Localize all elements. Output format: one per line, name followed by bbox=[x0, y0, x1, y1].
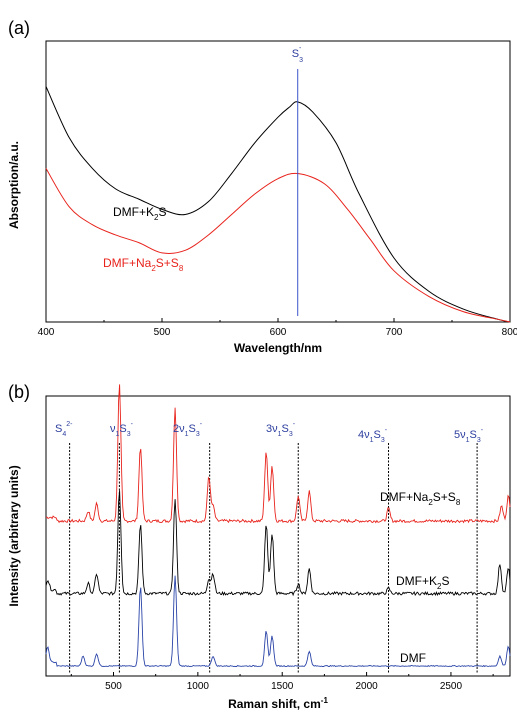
plot-b-tick-label: 1000 bbox=[187, 681, 210, 692]
plot-a-na2s-label: DMF+Na2S+S8 bbox=[103, 256, 184, 273]
plot-b-black-label: DMF+K2S bbox=[396, 574, 449, 591]
plot-a-tick-label: 600 bbox=[270, 327, 287, 338]
marker-v1s3-label: ν1S3- bbox=[110, 421, 134, 438]
plot-b-tick-label: 500 bbox=[105, 681, 122, 692]
marker-2v1s3-label: 2ν1S3- bbox=[173, 421, 203, 438]
plot-b-series-line bbox=[45, 490, 511, 597]
plot-a-tick-label: 700 bbox=[386, 327, 403, 338]
marker-s4-label: S42- bbox=[55, 421, 73, 438]
plot-a-tick-label: 500 bbox=[154, 327, 171, 338]
plot-a-tick-label: 400 bbox=[38, 327, 55, 338]
plot-b-blue-label: DMF bbox=[400, 651, 426, 665]
plot-b-tick-label: 2000 bbox=[355, 681, 378, 692]
marker-5v1s3-label: 5ν1S3- bbox=[454, 427, 484, 444]
plot-b-series-line bbox=[45, 575, 511, 668]
plot-a-series-line bbox=[45, 86, 511, 323]
plot-b-x-ticks: 500 1000 1500 2000 2500 bbox=[70, 672, 494, 692]
panel-b-label: (b) bbox=[8, 382, 30, 402]
plot-b-curves bbox=[45, 384, 511, 668]
plot-a-curves bbox=[45, 86, 511, 323]
plot-a-frame bbox=[45, 40, 511, 323]
plot-b-marker-lines bbox=[69, 443, 478, 674]
plot-b-tick-label: 2500 bbox=[440, 681, 463, 692]
plot-b-tick-label: 1500 bbox=[271, 681, 294, 692]
plot-a-k2s-label: DMF+K2S bbox=[113, 205, 166, 222]
plot-a-x-title: Wavelength/nm bbox=[234, 341, 322, 355]
plot-b-x-title: Raman shift, cm-1 bbox=[228, 696, 328, 711]
plot-b-y-title: Intensity (arbitrary units) bbox=[7, 465, 21, 606]
marker-4v1s3-label: 4ν1S3- bbox=[358, 427, 388, 444]
plot-a-tick-label: 800 bbox=[502, 327, 517, 338]
plot-a-y-title: Absorption/a.u. bbox=[7, 141, 21, 229]
plot-a-series-line bbox=[45, 168, 511, 323]
plot-b-frame bbox=[45, 395, 511, 677]
plot-a-marker-label: S3- bbox=[292, 45, 303, 64]
plot-b-series-line bbox=[45, 384, 511, 524]
panel-a-label: (a) bbox=[8, 18, 30, 38]
plot-b-red-label: DMF+Na2S+S8 bbox=[380, 490, 461, 507]
marker-3v1s3-label: 3ν1S3- bbox=[266, 421, 296, 438]
plot-a-x-ticks: 400 500 600 700 800 bbox=[38, 318, 517, 338]
